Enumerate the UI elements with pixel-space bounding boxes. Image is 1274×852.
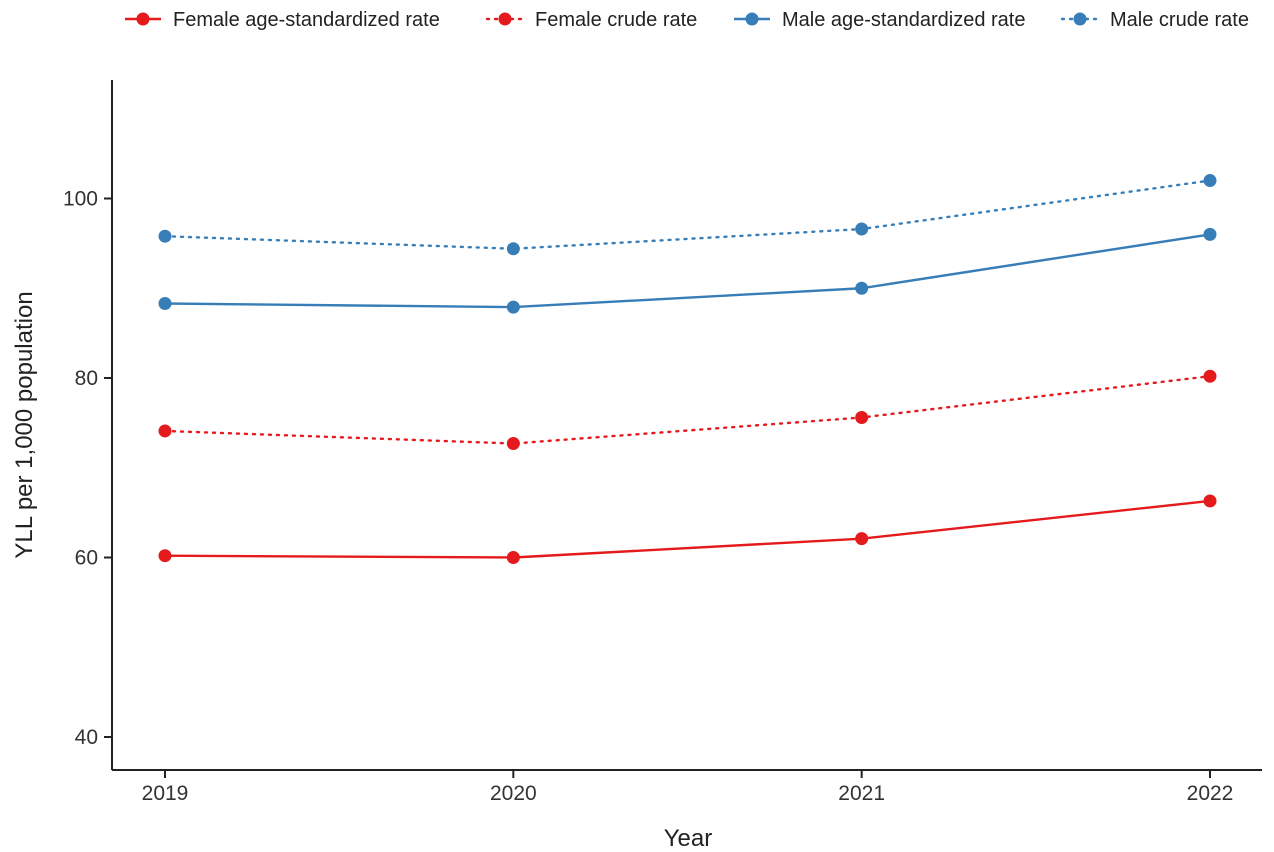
y-axis-title: YLL per 1,000 population xyxy=(11,291,38,558)
data-point xyxy=(855,410,869,424)
legend-key-point xyxy=(1073,12,1087,26)
data-point xyxy=(506,242,520,256)
data-point xyxy=(855,281,869,295)
data-point xyxy=(506,437,520,451)
legend-key-point xyxy=(745,12,759,26)
data-point xyxy=(506,551,520,564)
legend-item: Male age-standardized rate xyxy=(734,9,1025,31)
data-point xyxy=(855,222,869,236)
y-tick-label: 100 xyxy=(63,188,98,211)
legend-item: Male crude rate xyxy=(1060,9,1249,31)
data-point xyxy=(855,532,869,546)
legend-item: Female age-standardized rate xyxy=(125,9,440,31)
legend-label: Female age-standardized rate xyxy=(173,9,440,31)
series-3 xyxy=(158,174,1217,256)
series-0 xyxy=(158,494,1217,564)
x-tick-label: 2019 xyxy=(142,782,189,805)
series-line xyxy=(164,499,1211,559)
y-tick-label: 80 xyxy=(75,367,98,390)
legend-key-point xyxy=(498,12,512,26)
data-point xyxy=(1203,227,1217,241)
series-line xyxy=(164,233,1211,309)
x-tick-label: 2022 xyxy=(1187,782,1234,805)
legend-label: Male age-standardized rate xyxy=(782,9,1025,31)
legend-key-point xyxy=(136,12,150,26)
series-1 xyxy=(158,369,1217,451)
data-point xyxy=(1203,174,1217,188)
x-axis-ticks: 2019 2020 2021 2022 xyxy=(142,770,1234,805)
plot-area xyxy=(158,174,1217,564)
series-line xyxy=(163,179,1212,250)
x-tick-label: 2021 xyxy=(838,782,885,805)
data-point xyxy=(158,297,172,311)
series-2 xyxy=(158,227,1217,314)
data-point xyxy=(158,424,172,438)
y-axis-ticks: 40 60 80 100 xyxy=(63,188,112,749)
x-tick-label: 2020 xyxy=(490,782,537,805)
data-point xyxy=(158,549,172,563)
data-point xyxy=(1203,494,1217,508)
x-axis-title: Year xyxy=(664,825,713,852)
legend: Female age-standardized rate Female crude… xyxy=(125,9,1249,31)
y-tick-label: 60 xyxy=(75,547,98,570)
y-tick-label: 40 xyxy=(75,726,98,749)
legend-label: Male crude rate xyxy=(1110,9,1249,31)
axes: 40 60 80 100 2019 2020 2021 2022 Year YLL per … xyxy=(11,80,1262,852)
data-point xyxy=(1203,369,1217,383)
data-point xyxy=(158,229,172,243)
legend-item: Female crude rate xyxy=(485,9,697,31)
series-line xyxy=(163,375,1212,445)
legend-label: Female crude rate xyxy=(535,9,697,31)
data-point xyxy=(506,300,520,314)
